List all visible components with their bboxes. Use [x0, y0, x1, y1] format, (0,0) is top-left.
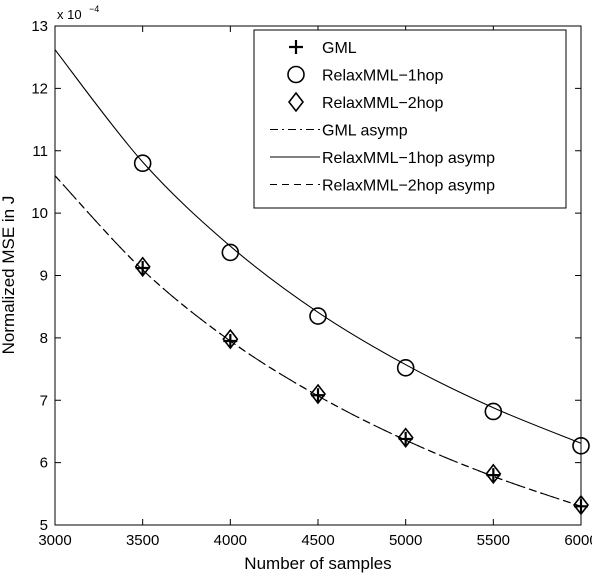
x-tick-label: 4500 [301, 532, 334, 549]
legend-box [253, 29, 567, 209]
legend-label: RelaxMML−1hop [322, 68, 444, 85]
series-line-2 [54, 49, 582, 444]
data-point-plus [486, 468, 501, 483]
data-point-circle [396, 359, 415, 377]
x-tick-label: 4000 [214, 532, 247, 549]
y-axis-label: Normalized MSE in J [0, 196, 18, 355]
data-point-diamond [222, 328, 239, 350]
x-tick-label: 3500 [126, 532, 159, 549]
legend-label: GML asymp [322, 123, 408, 140]
y-tick-label: 7 [40, 392, 48, 409]
y-axis-exponent: x 10 [57, 7, 82, 22]
data-point-circle [133, 154, 152, 173]
data-point-diamond [397, 427, 414, 448]
legend-marker-diamond [287, 91, 305, 113]
data-point-plus [311, 388, 325, 403]
y-tick-label: 10 [31, 205, 48, 222]
series-layer [54, 49, 590, 516]
y-tick-label: 5 [40, 517, 48, 534]
y-tick-label: 8 [40, 330, 48, 347]
x-tick-label: 5000 [389, 532, 422, 549]
data-point-circle [221, 243, 240, 262]
y-tick-label: 13 [31, 18, 48, 35]
x-axis-label: Number of samples [244, 554, 391, 573]
x-tick-label: 5500 [477, 532, 510, 549]
legend-label: RelaxMML−2hop [322, 95, 444, 112]
legend-label: RelaxMML−1hop asymp [322, 150, 495, 167]
y-tick-label: 6 [40, 455, 48, 472]
legend-label: RelaxMML−2hop asymp [322, 178, 495, 195]
y-axis-exponent-power: −4 [89, 4, 99, 14]
data-point-circle [309, 307, 327, 325]
data-point-diamond [485, 463, 502, 485]
legend-label: GML [322, 40, 357, 57]
y-tick-label: 9 [40, 268, 48, 285]
y-tick-label: 11 [32, 143, 48, 160]
x-tick-label: 3000 [38, 532, 71, 549]
legend: GML RelaxMML−1hop RelaxMML−2hop GML asymp Re… [253, 29, 567, 209]
data-point-plus [135, 261, 150, 276]
data-point-diamond [309, 383, 327, 405]
y-tick-label: 12 [31, 80, 48, 97]
legend-marker-circle [287, 65, 305, 84]
data-point-plus [398, 431, 413, 446]
legend-marker-plus [289, 40, 303, 54]
data-point-diamond [134, 256, 151, 278]
data-point-circle [484, 402, 503, 421]
x-tick-label: 6000 [564, 532, 592, 549]
axes-layer: 3000 3500 4000 4500 5000 5500 6000 5 6 7 8 9 10 11 12 1… [31, 18, 592, 549]
